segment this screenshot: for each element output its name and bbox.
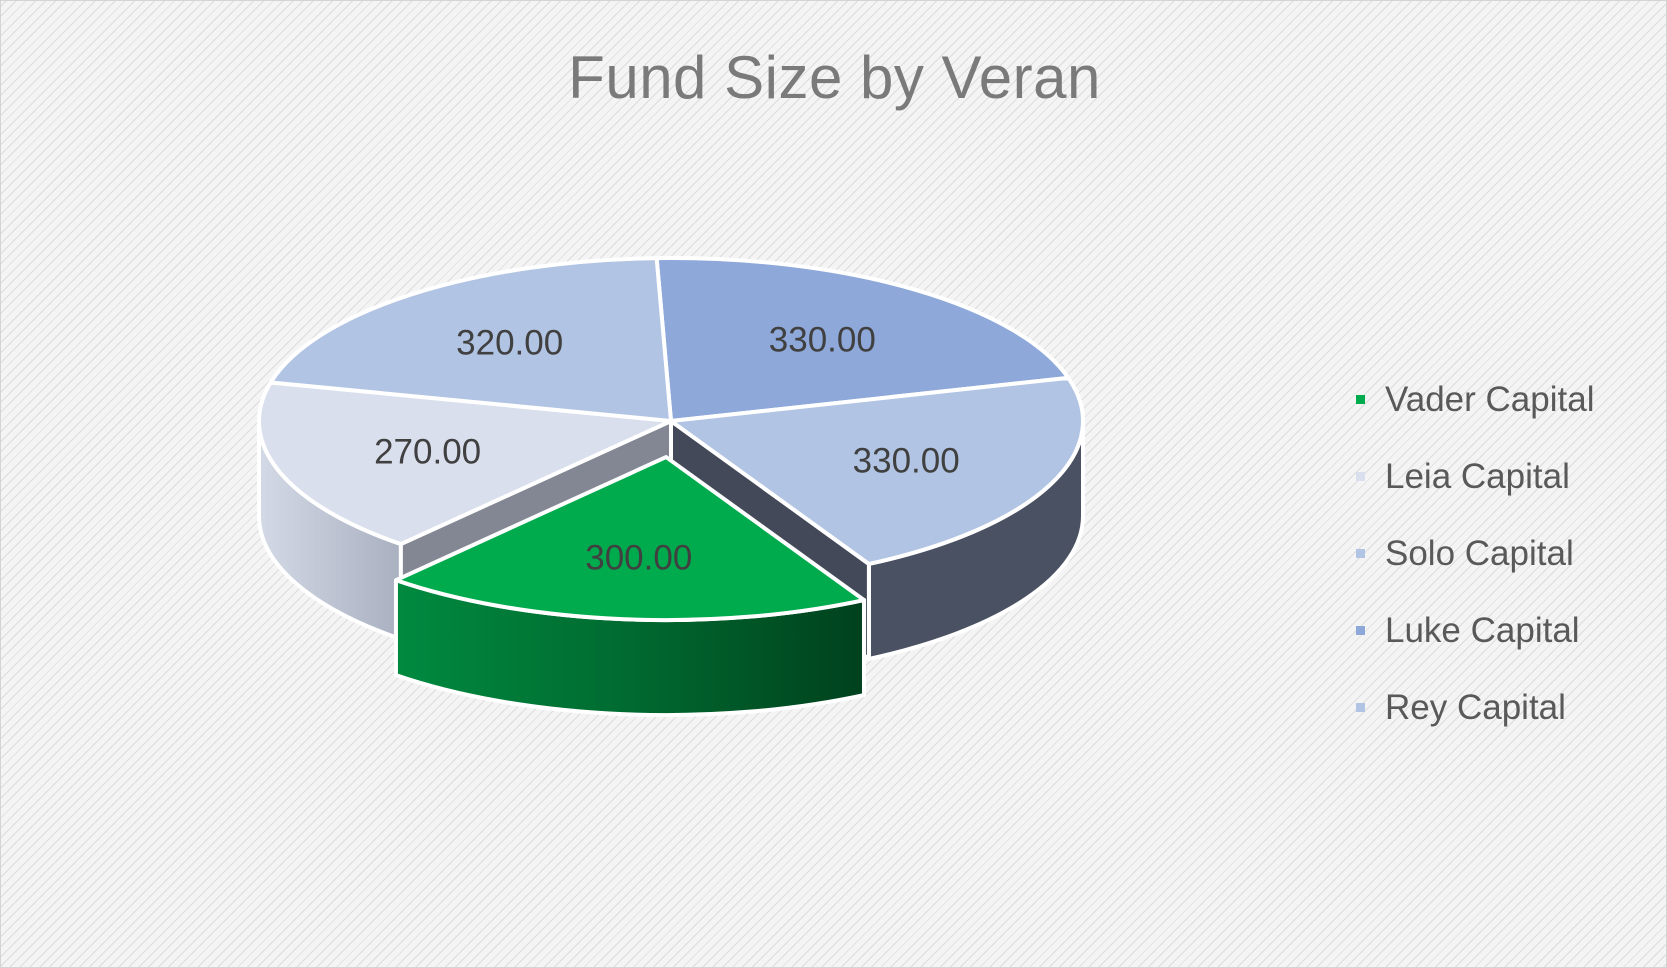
data-label-vader-capital: 300.00: [585, 539, 692, 578]
data-label-leia-capital: 270.00: [374, 433, 481, 472]
legend-swatch-luke: [1356, 626, 1365, 635]
legend-label-leia: Leia Capital: [1385, 456, 1570, 496]
slice-luke-capital: [654, 256, 1071, 423]
legend-item-rey: Rey Capital: [1356, 669, 1646, 746]
legend-swatch-vader: [1356, 395, 1365, 404]
legend-item-leia: Leia Capital: [1356, 438, 1646, 515]
data-label-luke-capital: 330.00: [769, 321, 876, 360]
legend-item-vader: Vader Capital: [1356, 361, 1646, 438]
data-label-rey-capital: 330.00: [853, 441, 960, 480]
legend-item-solo: Solo Capital: [1356, 515, 1646, 592]
legend-label-solo: Solo Capital: [1385, 533, 1574, 573]
slice-solo-capital: [268, 256, 673, 423]
slice-rey-capital: [669, 375, 1085, 566]
chart-title: Fund Size by Veran: [568, 44, 1101, 111]
legend-swatch-solo: [1356, 549, 1365, 558]
legend-label-luke: Luke Capital: [1385, 610, 1580, 650]
data-label-solo-capital: 320.00: [456, 324, 563, 363]
legend-label-rey: Rey Capital: [1385, 687, 1566, 727]
legend-label-vader: Vader Capital: [1385, 379, 1595, 419]
slice-leia-capital: [257, 380, 673, 547]
legend-swatch-rey: [1356, 703, 1365, 712]
legend-swatch-leia: [1356, 472, 1365, 481]
slice-vader-capital: [393, 455, 866, 623]
chart-legend: Vader Capital Leia Capital Solo Capital …: [1356, 361, 1646, 746]
legend-item-luke: Luke Capital: [1356, 592, 1646, 669]
